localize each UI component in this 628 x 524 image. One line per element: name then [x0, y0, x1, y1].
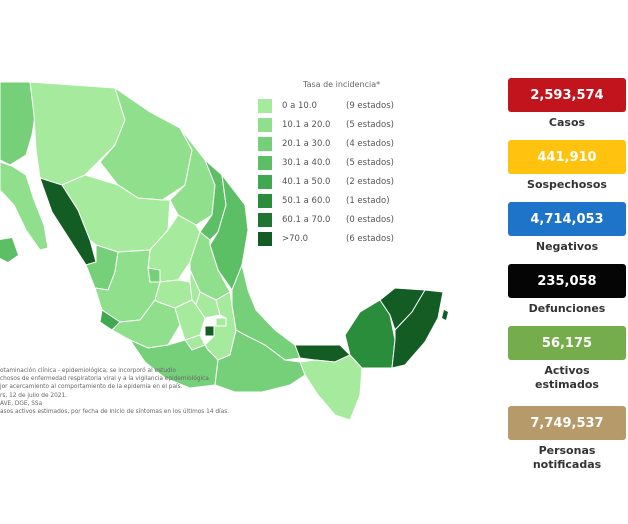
- stat-value-box: 7,749,537: [508, 406, 626, 440]
- island-cozumel: [442, 310, 448, 320]
- legend-swatch: [258, 174, 272, 189]
- legend-swatch: [258, 136, 272, 151]
- stat-value-box: 4,714,053: [508, 202, 626, 236]
- footnote-line: jor acercamiento al comportamiento de la…: [0, 384, 183, 391]
- legend-row: 30.1 a 40.0 (5 estados): [258, 153, 416, 172]
- footnotes: otaminación clínica - epidemiológica; se…: [0, 367, 240, 416]
- legend-row: 40.1 a 50.0 (2 estados): [258, 172, 416, 191]
- legend-range: 30.1 a 40.0: [282, 157, 331, 168]
- state-tamaulipas: [209, 173, 249, 292]
- legend-row: >70.0 (6 estados): [258, 229, 416, 248]
- island-guadalupe: [0, 238, 18, 262]
- footnote-line: asos activos estimados, por fecha de ini…: [0, 409, 230, 416]
- stat-label: Casos: [548, 116, 586, 129]
- state-estado-de-mexico: [174, 299, 206, 341]
- legend-count: (2 estados): [346, 176, 394, 187]
- state-aguascalientes: [147, 267, 161, 283]
- legend-swatch: [258, 117, 272, 132]
- footnote-line: chosos de enfermedad respiratoria viral …: [0, 376, 209, 383]
- legend-range: 0 a 10.0: [282, 100, 317, 111]
- state-chiapas: [299, 354, 363, 421]
- legend-swatch: [258, 212, 272, 227]
- stat-label: Negativos: [535, 240, 599, 253]
- legend-count: (9 estados): [346, 100, 394, 111]
- footnote-line: rs, 12 de julio de 2021.: [0, 392, 67, 399]
- mexico-incidence-map: [0, 81, 448, 421]
- legend-row: 0 a 10.0 (9 estados): [258, 96, 416, 115]
- legend-range: >70.0: [282, 233, 309, 244]
- legend-swatch: [258, 155, 272, 170]
- legend-count: (0 estados): [346, 214, 394, 225]
- legend-range: 60.1 a 70.0: [282, 214, 331, 225]
- stat-value-box: 2,593,574: [508, 78, 626, 112]
- footnote-line: otaminación clínica - epidemiológica; se…: [0, 368, 176, 374]
- legend-row: 60.1 a 70.0 (0 estados): [258, 210, 416, 229]
- legend-count: (5 estados): [346, 157, 394, 168]
- state-tlaxcala: [215, 317, 227, 327]
- legend-row: 20.1 a 30.0 (4 estados): [258, 134, 416, 153]
- state-baja-california: [0, 81, 37, 166]
- stat-label: Personas notificadas: [532, 444, 602, 471]
- legend-count: (6 estados): [346, 233, 394, 244]
- stat-value-box: 441,910: [508, 140, 626, 174]
- legend-row: 10.1 a 20.0 (5 estados): [258, 115, 416, 134]
- legend-title: Tasa de incidencia*: [303, 80, 381, 89]
- legend-swatch: [258, 193, 272, 208]
- footnote-line: AVE, DGE, SSa: [0, 400, 43, 407]
- stat-value-box: 235,058: [508, 264, 626, 298]
- legend: 0 a 10.0 (9 estados) 10.1 a 20.0 (5 estados…: [258, 96, 416, 248]
- legend-range: 10.1 a 20.0: [282, 119, 331, 130]
- legend-range: 20.1 a 30.0: [282, 138, 331, 149]
- stat-label: Defunciones: [528, 302, 606, 315]
- legend-range: 50.1 a 60.0: [282, 195, 331, 206]
- state-cdmx: [204, 325, 215, 337]
- legend-count: (1 estado): [346, 195, 390, 206]
- legend-swatch: [258, 98, 272, 113]
- state-guerrero: [128, 338, 219, 389]
- stat-label: Sospechosos: [527, 178, 607, 191]
- state-quintana-roo: [391, 289, 444, 369]
- state-hidalgo: [195, 291, 221, 319]
- legend-row: 50.1 a 60.0 (1 estado): [258, 191, 416, 210]
- stat-value-box: 56,175: [508, 326, 626, 360]
- stats-panel: 2,593,574 Casos 441,910 Sospechosos 4,714,05…: [508, 78, 626, 474]
- legend-range: 40.1 a 50.0: [282, 176, 331, 187]
- stat-label: Activos estimados: [535, 364, 599, 391]
- state-baja-california-sur: [0, 161, 49, 251]
- legend-count: (4 estados): [346, 138, 394, 149]
- legend-count: (5 estados): [346, 119, 394, 130]
- legend-swatch: [258, 231, 272, 246]
